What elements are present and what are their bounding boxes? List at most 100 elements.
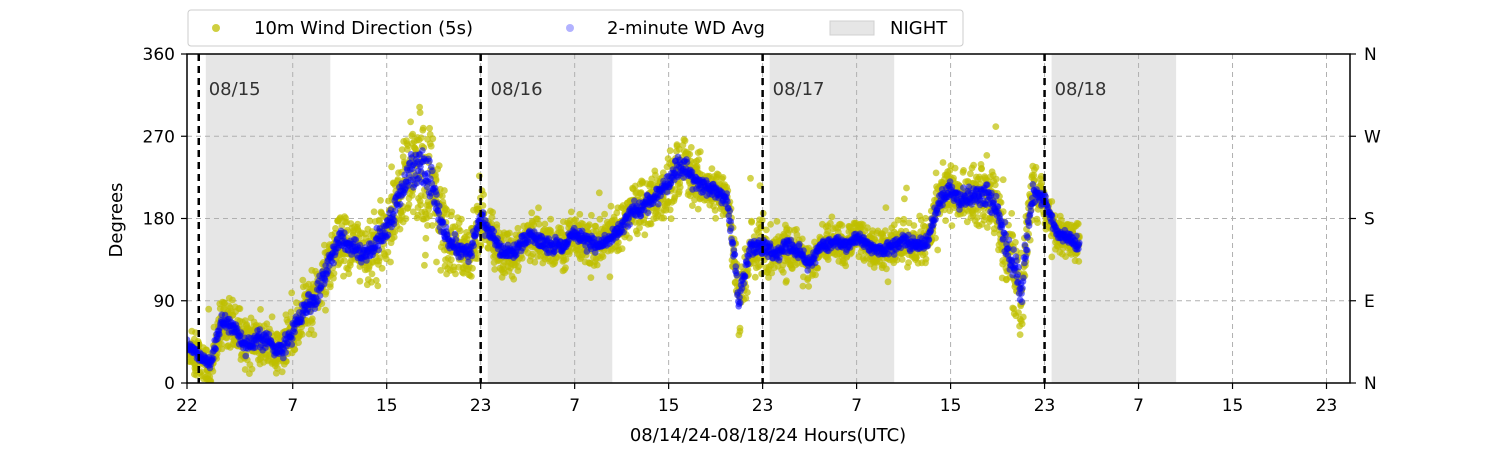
wind-point: [432, 175, 440, 183]
avg-point: [391, 207, 399, 214]
wind-point: [218, 345, 226, 353]
avg-point: [663, 188, 671, 196]
wind-point: [999, 176, 1007, 184]
wind-point: [696, 148, 704, 156]
wind-point: [827, 219, 834, 227]
wind-point: [660, 214, 668, 222]
wind-point: [257, 306, 264, 313]
avg-point: [733, 272, 741, 279]
avg-point: [397, 200, 404, 208]
avg-point: [932, 216, 939, 223]
wind-point: [932, 234, 939, 242]
avg-point: [433, 191, 440, 198]
avg-point: [625, 215, 632, 222]
wind-point: [948, 222, 956, 230]
wind-point: [596, 215, 604, 223]
wind-point: [528, 209, 536, 217]
wind-point: [641, 231, 649, 239]
wind-point: [786, 226, 793, 234]
wind-point: [291, 346, 299, 353]
wind-point: [354, 220, 362, 228]
avg-point: [725, 212, 733, 220]
wind-point: [562, 255, 570, 263]
avg-point: [316, 292, 324, 299]
wind-point: [416, 103, 423, 111]
wind-point: [1018, 320, 1026, 328]
avg-point: [472, 231, 480, 238]
wind-point: [934, 246, 942, 254]
avg-point: [282, 349, 290, 356]
avg-point: [776, 254, 783, 261]
avg-point: [729, 239, 737, 247]
avg-point: [324, 268, 332, 275]
wind-point: [506, 229, 513, 237]
wind-point: [990, 229, 998, 237]
avg-point: [812, 259, 819, 267]
avg-point: [435, 210, 443, 217]
avg-point: [631, 197, 638, 205]
wind-point: [922, 214, 929, 222]
wind-point: [192, 329, 199, 336]
wind-point: [708, 165, 716, 173]
wind-point: [396, 225, 404, 233]
wind-point: [405, 201, 413, 208]
wind-point: [824, 256, 832, 263]
avg-point: [390, 217, 398, 224]
avg-point: [637, 212, 645, 219]
wind-point: [205, 305, 213, 313]
avg-point: [683, 158, 691, 166]
avg-point: [256, 326, 264, 333]
wind-point: [719, 174, 727, 181]
wind-point: [814, 264, 822, 272]
wind-point: [398, 146, 406, 154]
wind-point: [241, 366, 249, 373]
wind-point: [593, 261, 601, 269]
wind-point: [978, 165, 985, 173]
wind-point: [689, 202, 696, 210]
wind-point: [378, 264, 386, 272]
wind-point: [744, 289, 751, 296]
wind-point: [1034, 219, 1041, 227]
avg-point: [688, 168, 696, 176]
wind-point: [424, 222, 431, 229]
wind-point: [601, 210, 608, 218]
wind-point: [489, 208, 496, 216]
avg-point: [375, 246, 383, 254]
wind-point: [263, 320, 271, 328]
wind-point: [793, 226, 800, 233]
wind-point: [391, 228, 399, 236]
wind-point: [676, 183, 684, 191]
wind-point: [468, 273, 475, 280]
wind-point: [799, 282, 807, 290]
wind-point: [387, 258, 394, 266]
avg-point: [740, 280, 748, 287]
wind-point: [932, 169, 940, 177]
wind-point: [426, 212, 433, 220]
wind-point: [883, 265, 890, 273]
wind-point: [983, 152, 991, 159]
wind-point: [408, 192, 416, 199]
wind-point: [711, 206, 719, 214]
wind-point: [390, 233, 398, 241]
wind-point: [514, 224, 522, 232]
avg-point: [732, 263, 740, 270]
wind-point: [1037, 179, 1045, 187]
wind-point: [951, 164, 959, 172]
wind-point: [793, 231, 801, 239]
wind-point: [298, 331, 306, 338]
avg-point: [468, 252, 476, 260]
avg-point: [620, 228, 627, 236]
wind-point: [1008, 210, 1016, 217]
avg-point: [216, 331, 223, 338]
wind-point: [437, 267, 445, 274]
avg-point: [242, 352, 249, 360]
wind-point: [758, 216, 766, 224]
avg-point: [426, 157, 433, 165]
wind-point: [687, 144, 695, 151]
wind-point: [783, 277, 790, 285]
wind-point: [340, 272, 347, 280]
wind-point: [576, 210, 584, 218]
avg-point: [436, 202, 443, 210]
wind-point: [647, 220, 655, 228]
avg-point: [423, 183, 431, 191]
